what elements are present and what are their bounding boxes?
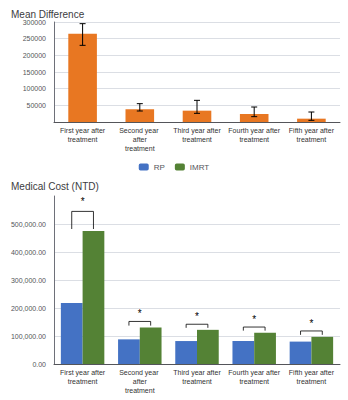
svg-text:100000: 100000: [23, 85, 46, 92]
svg-text:150000: 150000: [23, 69, 46, 76]
svg-text:Fourth year after: Fourth year after: [228, 127, 280, 135]
svg-text:Third year after: Third year after: [173, 127, 221, 135]
svg-text:RP: RP: [154, 163, 165, 172]
svg-text:*: *: [195, 311, 199, 322]
svg-text:*: *: [81, 196, 85, 207]
svg-text:treatment: treatment: [182, 378, 212, 385]
svg-text:treatment: treatment: [125, 387, 155, 394]
svg-text:Fifth year after: Fifth year after: [289, 127, 335, 135]
svg-text:treatment: treatment: [297, 378, 327, 385]
svg-text:200000: 200000: [23, 52, 46, 59]
svg-text:0.00: 0.00: [32, 361, 46, 368]
svg-text:Second year: Second year: [119, 369, 160, 377]
svg-text:300000: 300000: [23, 19, 46, 26]
svg-text:treatment: treatment: [68, 136, 98, 143]
svg-text:Third year after: Third year after: [173, 369, 221, 377]
svg-text:IMRT: IMRT: [190, 163, 210, 172]
svg-text:400,000.00: 400,000.00: [11, 249, 46, 256]
svg-text:treatment: treatment: [182, 136, 212, 143]
svg-text:Fourth year after: Fourth year after: [228, 369, 280, 377]
svg-text:Mean Difference: Mean Difference: [11, 9, 85, 20]
svg-text:Fifth year after: Fifth year after: [289, 369, 335, 377]
svg-text:treatment: treatment: [297, 136, 327, 143]
svg-text:500,000.00: 500,000.00: [11, 221, 46, 228]
svg-text:300,000.00: 300,000.00: [11, 277, 46, 284]
svg-text:*: *: [309, 318, 313, 329]
svg-text:*: *: [252, 314, 256, 325]
svg-text:First year after: First year after: [60, 127, 106, 135]
svg-text:100,000.00: 100,000.00: [11, 333, 46, 340]
svg-text:First year after: First year after: [60, 369, 106, 377]
svg-text:treatment: treatment: [125, 145, 155, 152]
svg-text:50000: 50000: [27, 102, 47, 109]
svg-text:after: after: [133, 378, 148, 385]
svg-text:Second year: Second year: [119, 127, 160, 135]
svg-text:*: *: [138, 308, 142, 319]
svg-text:250000: 250000: [23, 35, 46, 42]
svg-text:after: after: [133, 136, 148, 143]
svg-text:treatment: treatment: [239, 378, 269, 385]
svg-text:treatment: treatment: [68, 378, 98, 385]
svg-text:treatment: treatment: [239, 136, 269, 143]
svg-text:200,000.00: 200,000.00: [11, 305, 46, 312]
svg-text:Medical Cost (NTD): Medical Cost (NTD): [11, 181, 99, 192]
